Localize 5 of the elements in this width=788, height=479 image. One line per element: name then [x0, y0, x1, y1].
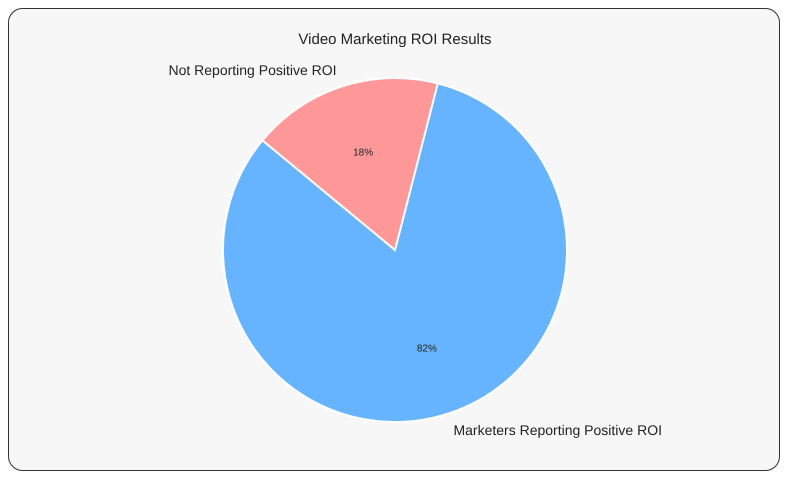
chart-title: Video Marketing ROI Results — [298, 31, 492, 48]
slice-label: Marketers Reporting Positive ROI — [453, 422, 662, 438]
data-label: 82% — [416, 344, 438, 355]
slice-label: Not Reporting Positive ROI — [168, 62, 337, 78]
data-label: 18% — [353, 147, 374, 158]
